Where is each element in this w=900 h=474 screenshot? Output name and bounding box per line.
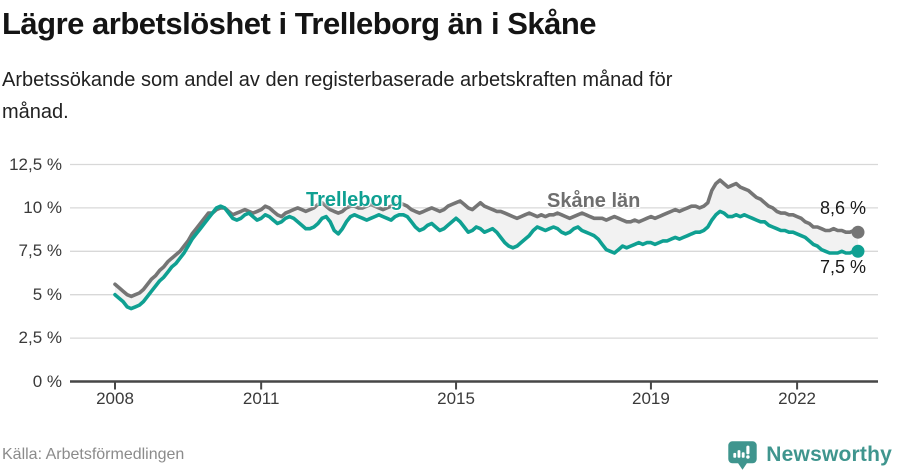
y-tick-label: 5 %	[32, 284, 62, 304]
y-tick-label: 10 %	[23, 197, 62, 217]
chart-subtitle: Arbetssökande som andel av den registerb…	[2, 64, 882, 128]
newsworthy-logo-icon	[726, 439, 759, 472]
chart-subtitle-line1: Arbetssökande som andel av den registerb…	[2, 69, 673, 91]
bar-chart-icon	[733, 445, 750, 459]
end-point-dot-trelleborg	[851, 244, 865, 258]
x-tick-label: 2011	[242, 389, 280, 408]
x-tick-label: 2008	[96, 389, 134, 408]
y-tick-label: 0 %	[32, 371, 62, 391]
fill-between-series	[115, 180, 858, 309]
newsworthy-brand-link[interactable]: Newsworthy	[726, 438, 892, 472]
end-point-dot-skane	[851, 225, 865, 239]
chart-subtitle-line2: månad.	[2, 101, 69, 123]
x-tick-label: 2015	[437, 389, 475, 408]
x-tick-label: 2022	[778, 389, 816, 408]
series-label-skane: Skåne län	[547, 190, 641, 212]
end-value-label-trelleborg: 7,5 %	[819, 257, 866, 277]
series-line-trelleborg	[113, 204, 860, 311]
series-line-skane	[113, 178, 860, 299]
series-label-trelleborg: Trelleborg	[306, 189, 403, 211]
x-tick-label: 2019	[632, 389, 670, 408]
source-credit: Källa: Arbetsförmedlingen	[2, 446, 185, 463]
page-title: Lägre arbetslöshet i Trelleborg än i Skå…	[2, 6, 597, 41]
y-tick-label: 7,5 %	[18, 241, 62, 261]
end-value-label-skane: 8,6 %	[819, 198, 866, 218]
y-tick-label: 12,5 %	[9, 154, 62, 174]
newsworthy-brand-name: Newsworthy	[766, 443, 892, 466]
y-tick-label: 2,5 %	[18, 328, 62, 348]
